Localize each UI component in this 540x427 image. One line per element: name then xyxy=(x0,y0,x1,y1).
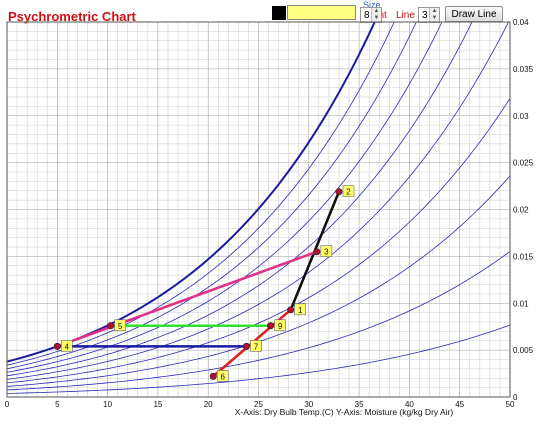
state-point xyxy=(242,342,250,350)
line-size-value: 3 xyxy=(422,10,428,21)
point-label: 9 xyxy=(278,322,283,331)
point-size-value: 8 xyxy=(364,10,370,21)
x-tick-label: 15 xyxy=(153,400,162,409)
y-tick-label: 0.035 xyxy=(513,65,534,74)
x-tick-label: 30 xyxy=(304,400,313,409)
size-label: Size xyxy=(363,0,381,10)
point-label: 6 xyxy=(221,372,226,381)
point-label: 3 xyxy=(324,248,329,257)
point-label-box xyxy=(216,370,229,382)
rh-curve xyxy=(7,22,443,373)
y-tick-label: 0.01 xyxy=(513,299,529,308)
y-tick-label: 0.025 xyxy=(513,159,534,168)
point-size-spinner[interactable]: 8 ▲ ▼ xyxy=(360,7,382,23)
spinner-arrows-icon[interactable]: ▲ ▼ xyxy=(429,8,439,22)
point-label: 2 xyxy=(346,188,351,197)
x-tick-label: 25 xyxy=(254,400,263,409)
x-tick-label: 45 xyxy=(455,400,464,409)
x-tick-label: 0 xyxy=(5,400,10,409)
rh-curve xyxy=(7,251,510,391)
line-label: Line xyxy=(396,10,415,21)
rh-curve xyxy=(7,22,395,366)
x-axis-label: X-Axis: Dry Bulb Temp.(C) Y-Axis: Moistu… xyxy=(235,407,454,417)
rh-curve xyxy=(7,324,510,394)
spinner-arrows-icon[interactable]: ▲ ▼ xyxy=(371,8,381,22)
state-point xyxy=(53,342,61,350)
chart-title: Psychrometric Chart xyxy=(8,9,136,24)
state-point xyxy=(287,306,295,314)
point-label: 1 xyxy=(298,306,303,315)
y-tick-label: 0.03 xyxy=(513,112,529,121)
axis-ticks: 0 5 10 15 20 25 30 35 40 45 5000.0050.010.0150.020… xyxy=(5,18,534,409)
y-tick-label: 0.02 xyxy=(513,206,529,215)
y-tick-label: 0 xyxy=(513,393,518,402)
state-point xyxy=(209,372,217,380)
point-label: 7 xyxy=(254,342,259,351)
x-tick-label: 50 xyxy=(506,400,515,409)
point-label-box xyxy=(294,303,306,316)
process-line xyxy=(55,250,319,348)
x-tick-label: 5 xyxy=(55,400,60,409)
state-point xyxy=(107,322,115,330)
point-label-box xyxy=(250,340,262,352)
state-point xyxy=(335,188,343,196)
state-point xyxy=(313,248,321,256)
point-label-box xyxy=(114,319,126,332)
point-label-box xyxy=(274,319,286,332)
x-tick-label: 40 xyxy=(405,400,414,409)
rh-curve xyxy=(7,98,510,384)
point-label: 5 xyxy=(118,322,123,331)
point-label: 4 xyxy=(65,342,70,351)
y-tick-label: 0.04 xyxy=(513,18,529,27)
y-tick-label: 0.005 xyxy=(513,346,534,355)
rh-curve xyxy=(7,22,509,380)
plot-border xyxy=(6,21,511,398)
y-tick-label: 0.015 xyxy=(513,252,534,261)
x-tick-label: 35 xyxy=(355,400,364,409)
x-tick-label: 10 xyxy=(103,400,112,409)
state-points: 1 2 3 4 5 6 7 9 xyxy=(53,185,355,382)
state-point xyxy=(267,322,275,330)
point-label-box xyxy=(342,185,355,197)
color-swatch-yellow[interactable] xyxy=(287,5,356,20)
rh-curve xyxy=(7,22,473,377)
point-label-box xyxy=(320,245,333,257)
color-swatch-black[interactable] xyxy=(272,6,286,20)
line-size-spinner[interactable]: 3 ▲ ▼ xyxy=(418,7,440,23)
x-tick-label: 20 xyxy=(204,400,213,409)
point-label-box xyxy=(60,340,73,352)
